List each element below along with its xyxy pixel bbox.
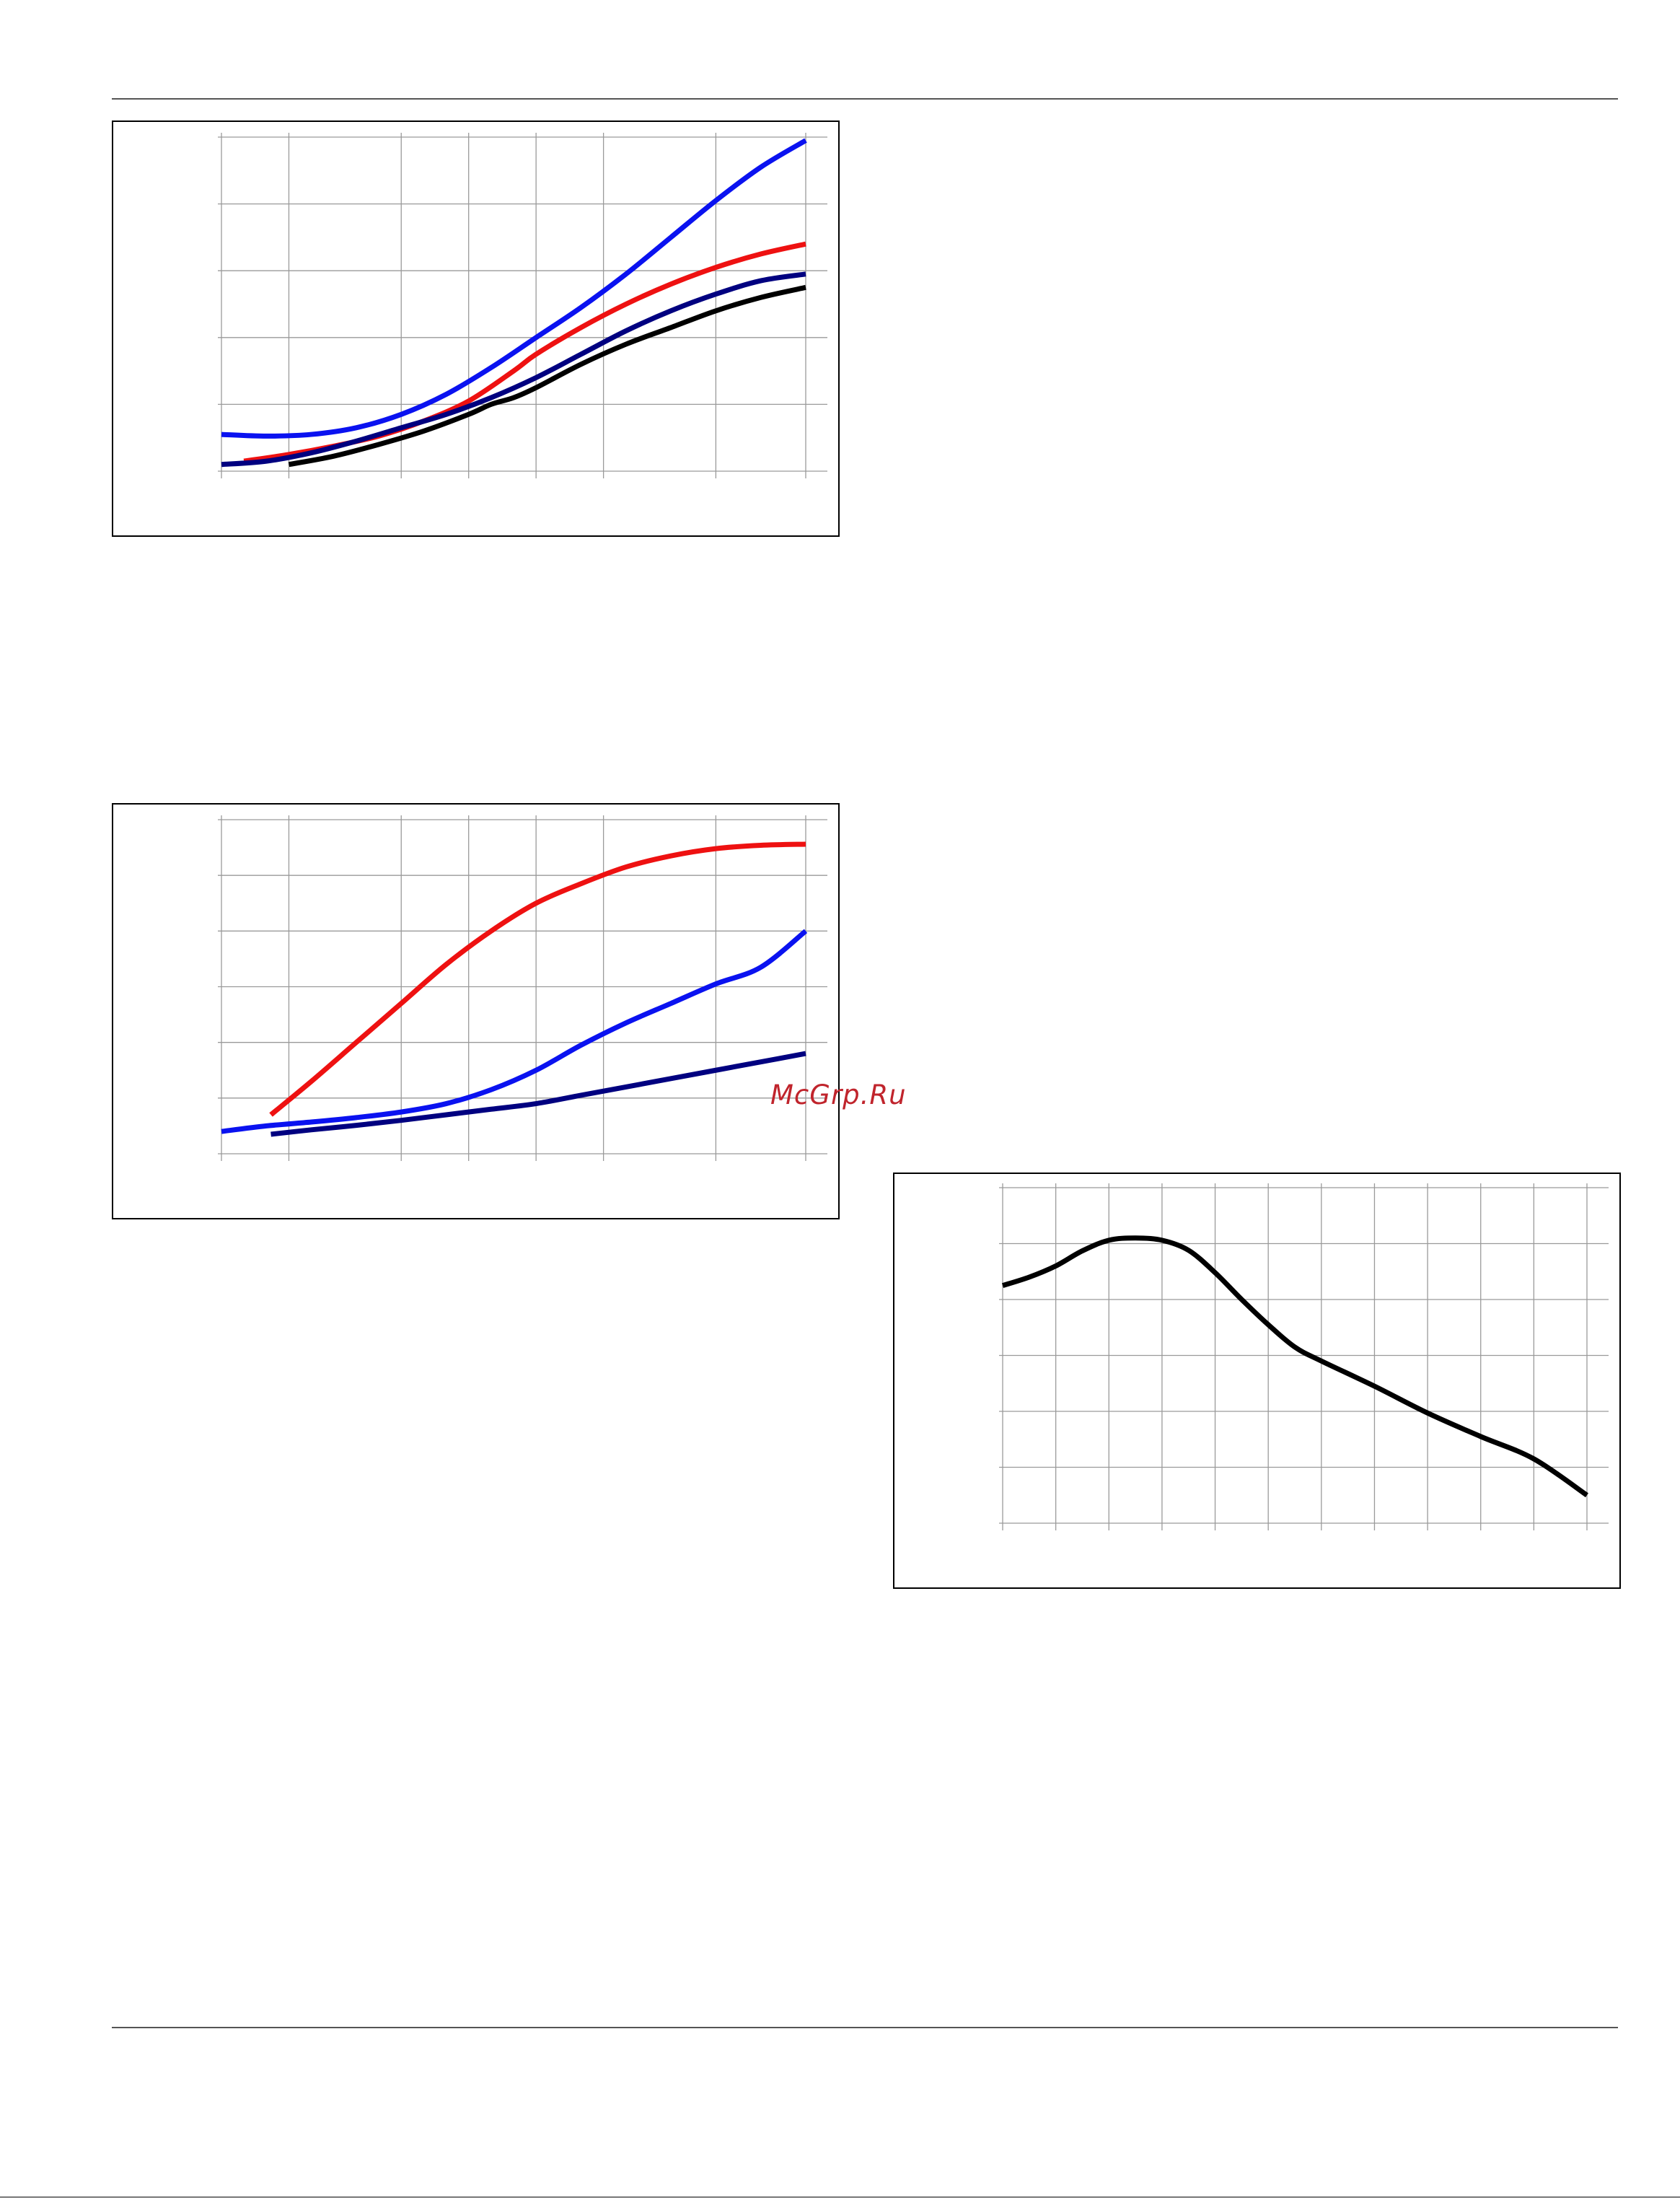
series-line-2 xyxy=(221,271,806,468)
series-line-1 xyxy=(243,241,806,464)
top-rule xyxy=(112,98,1618,100)
chart-2 xyxy=(112,803,840,1219)
chart-1 xyxy=(112,120,840,537)
page-bottom-edge xyxy=(0,2196,1680,2198)
watermark-text: McGrp.Ru xyxy=(770,1079,907,1110)
series-line-2 xyxy=(271,1051,806,1137)
series-line-1 xyxy=(221,929,808,1134)
chart-3 xyxy=(893,1173,1621,1589)
bottom-rule xyxy=(112,2027,1618,2028)
chart-2-plot xyxy=(218,815,827,1161)
series-line-0 xyxy=(269,841,806,1117)
chart-3-plot xyxy=(999,1183,1609,1530)
series-line-0 xyxy=(221,138,807,439)
series-line-0 xyxy=(1001,1235,1588,1498)
series-line-3 xyxy=(288,284,806,468)
chart-1-plot xyxy=(218,133,827,478)
